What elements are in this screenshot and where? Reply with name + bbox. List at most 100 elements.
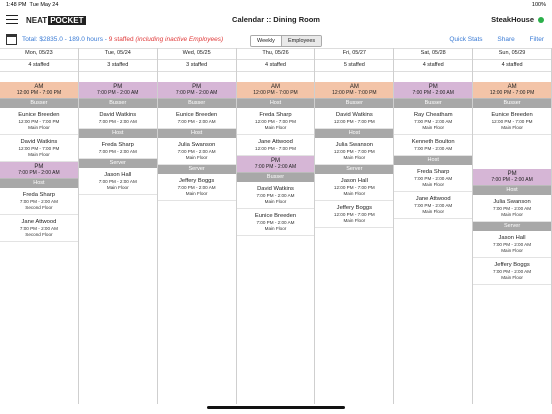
hamburger-menu-icon[interactable] (6, 15, 18, 24)
share-link[interactable]: Share (497, 36, 515, 43)
shift-header-pm[interactable]: PM 7:00 PM - 2:00 AM (78, 82, 157, 99)
employee-shift-card[interactable]: Jason Hall 7:00 PM - 2:00 AM Main Floor (78, 168, 157, 195)
employee-shift-card[interactable]: Julia Swanson 12:00 PM - 7:00 PM Main Floo… (315, 138, 394, 165)
employee-name: Jason Hall (498, 235, 526, 241)
shift-header-am[interactable]: AM 12:00 PM - 7:00 PM (473, 82, 551, 99)
employee-shift-time: 7:00 PM - 2:00 AM (414, 146, 453, 151)
employee-shift-time: 7:00 PM - 2:00 AM (19, 199, 58, 204)
employee-shift-card[interactable]: Ray Cheatham 7:00 PM - 2:00 AM Main Floor (394, 108, 473, 135)
shift-header-pm[interactable]: PM 7:00 PM - 2:00 AM (473, 169, 551, 186)
shift-time: 7:00 PM - 2:00 AM (491, 177, 533, 183)
status-time: 1:48 PM Tue May 24 (6, 2, 59, 8)
staffed-count: 3 staffed (157, 60, 236, 72)
employee-shift-card[interactable]: David Watkins 12:00 PM - 7:00 PM Main Floo… (0, 135, 78, 162)
shift-time: 7:00 PM - 2:00 AM (175, 90, 218, 96)
staffed-count: 5 staffed (315, 60, 394, 72)
employee-shift-time: 7:00 PM - 2:00 AM (414, 176, 453, 181)
shift-name: PM (270, 158, 280, 164)
employee-shift-card[interactable]: Jane Attwood 12:00 PM - 7:00 PM (236, 135, 315, 156)
day-column[interactable]: Sun, 05/29 4 staffed AM 12:00 PM - 7:00 PM B… (473, 48, 552, 404)
day-column[interactable]: Thu, 05/26 4 staffed AM 12:00 PM - 7:00 PM H… (236, 48, 316, 404)
calendar-icon[interactable] (6, 34, 17, 45)
shift-time: 12:00 PM - 7:00 PM (489, 90, 535, 96)
employee-location: Main Floor (501, 125, 523, 130)
shift-header-pm[interactable]: PM 7:00 PM - 2:00 AM (236, 156, 315, 173)
day-header[interactable]: Mon, 05/23 (0, 48, 78, 60)
employee-shift-card[interactable]: Jason Hall 7:00 PM - 2:00 AM Main Floor (473, 231, 551, 258)
employee-location: Main Floor (185, 155, 208, 160)
day-header[interactable]: Thu, 05/26 (236, 48, 315, 60)
battery-indicator: 100% (531, 2, 546, 8)
week-grid: Mon, 05/23 4 staffed AM 12:00 PM - 7:00 PM B… (0, 48, 552, 404)
shift-header-pm[interactable]: PM 7:00 PM - 2:00 AM (0, 162, 78, 179)
day-column[interactable]: Wed, 05/25 3 staffed PM 7:00 PM - 2:00 AM Bu… (157, 48, 237, 404)
home-indicator (207, 406, 345, 409)
employee-shift-card[interactable]: Eunice Breeden 12:00 PM - 7:00 PM Main Flo… (0, 108, 78, 135)
employee-shift-card[interactable]: David Watkins 12:00 PM - 7:00 PM (315, 108, 394, 129)
filter-link[interactable]: Filter (529, 36, 544, 43)
employee-shift-card[interactable]: Kenneth Boulton 7:00 PM - 2:00 AM (394, 135, 473, 156)
employee-shift-card[interactable]: Freda Sharp 7:00 PM - 2:00 AM Second Floor (0, 188, 78, 215)
employee-shift-time: 12:00 PM - 7:00 PM (333, 212, 375, 217)
day-header[interactable]: Sun, 05/29 (473, 48, 551, 60)
quick-stats-link[interactable]: Quick Stats (449, 36, 483, 43)
restaurant-name[interactable]: SteakHouse (491, 15, 534, 24)
shift-name: AM (507, 84, 517, 90)
employee-shift-time: 7:00 PM - 2:00 AM (19, 226, 58, 231)
employee-shift-card[interactable]: Jane Attwood 7:00 PM - 2:00 AM Second Floo… (0, 215, 78, 242)
employee-name: Freda Sharp (259, 112, 292, 118)
employee-shift-card[interactable]: Julia Swanson 7:00 PM - 2:00 AM Main Floor (473, 195, 551, 222)
employee-location: Main Floor (264, 125, 287, 130)
role-label: Server (157, 165, 236, 174)
tab-employees[interactable]: Employees (280, 36, 322, 46)
employee-shift-time: 7:00 PM - 2:00 AM (256, 220, 295, 225)
employee-shift-card[interactable]: Freda Sharp 12:00 PM - 7:00 PM Main Floor (236, 108, 315, 135)
employee-shift-time: 12:00 PM - 7:00 PM (491, 119, 533, 124)
employee-name: Eunice Breeden (491, 112, 533, 118)
role-label: Host (315, 129, 394, 138)
role-label: Host (236, 99, 315, 108)
day-header[interactable]: Tue, 05/24 (78, 48, 157, 60)
day-column[interactable]: Fri, 05/27 5 staffed AM 12:00 PM - 7:00 PM B… (315, 48, 395, 404)
toolbar-links: Quick Stats Share Filter (436, 36, 544, 43)
employee-shift-card[interactable]: Jeffery Boggs 7:00 PM - 2:00 AM Main Floor (473, 258, 551, 285)
employee-name: David Watkins (99, 112, 137, 118)
shift-header-am[interactable]: AM 12:00 PM - 7:00 PM (315, 82, 394, 99)
employee-location: Main Floor (343, 191, 366, 196)
shift-header-pm[interactable]: PM 7:00 PM - 2:00 AM (157, 82, 236, 99)
employee-shift-card[interactable]: Jason Hall 12:00 PM - 7:00 PM Main Floor (315, 174, 394, 201)
role-label: Server (78, 159, 157, 168)
employee-shift-card[interactable]: David Watkins 7:00 PM - 2:00 AM Main Floor (236, 182, 315, 209)
day-column[interactable]: Tue, 05/24 3 staffed PM 7:00 PM - 2:00 AM Bu… (78, 48, 158, 404)
employee-name: David Watkins (20, 139, 58, 145)
employee-shift-card[interactable]: Jeffery Boggs 12:00 PM - 7:00 PM Main Floo… (315, 201, 394, 228)
employee-shift-card[interactable]: Freda Sharp 7:00 PM - 2:00 AM (78, 138, 157, 159)
employee-shift-card[interactable]: Eunice Breeden 12:00 PM - 7:00 PM Main Flo… (473, 108, 551, 135)
employee-shift-card[interactable]: Eunice Breeden 7:00 PM - 2:00 AM (157, 108, 236, 129)
shift-header-pm[interactable]: PM 7:00 PM - 2:00 AM (394, 82, 473, 99)
employee-shift-time: 7:00 PM - 2:00 AM (414, 203, 453, 208)
employee-location: Main Floor (501, 212, 523, 217)
day-header[interactable]: Fri, 05/27 (315, 48, 394, 60)
employee-name: Freda Sharp (22, 192, 56, 198)
employee-shift-card[interactable]: Jeffery Boggs 7:00 PM - 2:00 AM Main Floor (157, 174, 236, 201)
tab-weekly[interactable]: Weekly (251, 36, 281, 46)
day-header[interactable]: Sat, 05/28 (394, 48, 473, 60)
employee-location: Main Floor (28, 125, 50, 130)
employee-location: Main Floor (422, 125, 445, 130)
shift-time: 12:00 PM - 7:00 PM (332, 90, 377, 96)
employee-shift-card[interactable]: David Watkins 7:00 PM - 2:00 AM (78, 108, 157, 129)
staffed-count: 4 staffed (473, 60, 551, 72)
day-column[interactable]: Sat, 05/28 4 staffed PM 7:00 PM - 2:00 AM Bu… (394, 48, 474, 404)
employee-name: David Watkins (257, 186, 294, 192)
employee-shift-card[interactable]: Jane Attwood 7:00 PM - 2:00 AM Main Floor (394, 192, 473, 219)
shift-header-am[interactable]: AM 12:00 PM - 7:00 PM (0, 82, 78, 99)
day-header[interactable]: Wed, 05/25 (157, 48, 236, 60)
employee-shift-card[interactable]: Freda Sharp 7:00 PM - 2:00 AM Main Floor (394, 165, 473, 192)
employee-shift-card[interactable]: Julia Swanson 7:00 PM - 2:00 AM Main Floor (157, 138, 236, 165)
employee-name: Jane Attwood (415, 196, 451, 202)
employee-shift-card[interactable]: Eunice Breeden 7:00 PM - 2:00 AM Main Floo… (236, 209, 315, 236)
day-column[interactable]: Mon, 05/23 4 staffed AM 12:00 PM - 7:00 PM B… (0, 48, 79, 404)
employee-location: Second Floor (25, 232, 53, 237)
shift-header-am[interactable]: AM 12:00 PM - 7:00 PM (236, 82, 315, 99)
